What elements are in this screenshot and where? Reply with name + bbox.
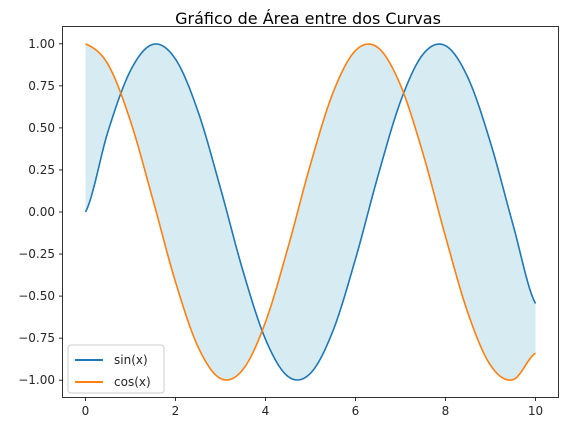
series-line-cos: [85, 43, 536, 381]
x-tick-label: 6: [352, 404, 360, 418]
x-tick-label: 4: [262, 404, 270, 418]
y-tick-label: 0.00: [28, 205, 55, 219]
y-tick-label: 0.50: [28, 121, 55, 135]
legend-label-sin: sin(x): [114, 353, 148, 367]
x-tick-label: 0: [82, 404, 90, 418]
y-tick-label: 0.25: [28, 163, 55, 177]
y-tick-label: −1.00: [18, 373, 55, 387]
fill-between-area: [85, 43, 536, 381]
plot-area: [84, 43, 537, 381]
legend-label-cos: cos(x): [114, 375, 151, 389]
x-tick-label: 2: [172, 404, 180, 418]
y-tick-label: −0.50: [18, 289, 55, 303]
series-line-sin: [84, 43, 537, 381]
chart-title: Gráfico de Área entre dos Curvas: [175, 9, 441, 28]
axes: 0 2 4 6 8 10 1.00 0.75 0.50 0.25 0.00 −0.25 −0.50 −0.…: [18, 37, 543, 418]
x-tick-label: 8: [442, 404, 450, 418]
y-tick-label: −0.25: [18, 247, 55, 261]
y-tick-label: 0.75: [28, 79, 55, 93]
legend: sin(x) cos(x): [67, 344, 165, 394]
y-tick-label: −0.75: [18, 331, 55, 345]
x-tick-label: 10: [528, 404, 543, 418]
y-tick-label: 1.00: [28, 37, 55, 51]
